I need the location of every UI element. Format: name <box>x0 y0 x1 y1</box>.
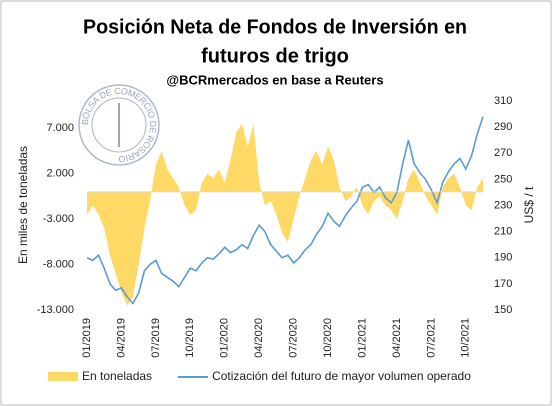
legend-swatch <box>48 372 78 381</box>
y-tick-label: -13.000 <box>37 304 74 316</box>
chart-title: Posición Neta de Fondos de Inversión en <box>83 16 467 38</box>
y-tick-label: 2.000 <box>46 168 74 180</box>
line <box>86 116 484 305</box>
y2-tick-label: 230 <box>494 199 512 211</box>
y-axis-label: En miles de toneladas <box>16 146 30 264</box>
area <box>87 123 483 306</box>
logo: BOLSA DE COMERCIO DE ROSARIO <box>78 84 160 166</box>
x-tick-label: 10/2021 <box>460 318 472 358</box>
x-tick-label: 01/2021 <box>356 318 368 358</box>
y-tick-label: 7.000 <box>46 122 74 134</box>
y2-tick-label: 250 <box>494 173 512 185</box>
y2-tick-label: 290 <box>494 121 512 133</box>
y2-tick-label: 270 <box>494 147 512 159</box>
x-tick-label: 04/2020 <box>253 318 265 358</box>
x-tick-label: 10/2019 <box>184 318 196 358</box>
legend-label: En toneladas <box>82 369 152 383</box>
x-tick-label: 07/2021 <box>425 318 437 358</box>
x-tick-label: 01/2020 <box>219 318 231 358</box>
y2-tick-label: 210 <box>494 226 512 238</box>
chart-subtitle: @BCRmercados en base a Reuters <box>166 72 383 87</box>
x-tick-label: 04/2021 <box>391 318 403 358</box>
y2-axis-label: US$ / t <box>522 186 536 223</box>
x-tick-label: 10/2020 <box>322 318 334 358</box>
y2-tick-label: 170 <box>494 278 512 290</box>
y2-tick-label: 310 <box>494 95 512 107</box>
y-tick-label: -3.000 <box>43 213 74 225</box>
x-tick-label: 07/2019 <box>150 318 162 358</box>
y2-tick-label: 150 <box>494 304 512 316</box>
logo-ring <box>91 97 147 153</box>
legend-label: Cotización del futuro de mayor volumen o… <box>212 369 471 383</box>
y-tick-label: -8.000 <box>43 258 74 270</box>
x-tick-label: 01/2019 <box>81 318 93 358</box>
chart-title: futuros de trigo <box>201 45 349 67</box>
x-tick-label: 04/2019 <box>115 318 127 358</box>
x-tick-label: 07/2020 <box>288 318 300 358</box>
y2-tick-label: 190 <box>494 252 512 264</box>
